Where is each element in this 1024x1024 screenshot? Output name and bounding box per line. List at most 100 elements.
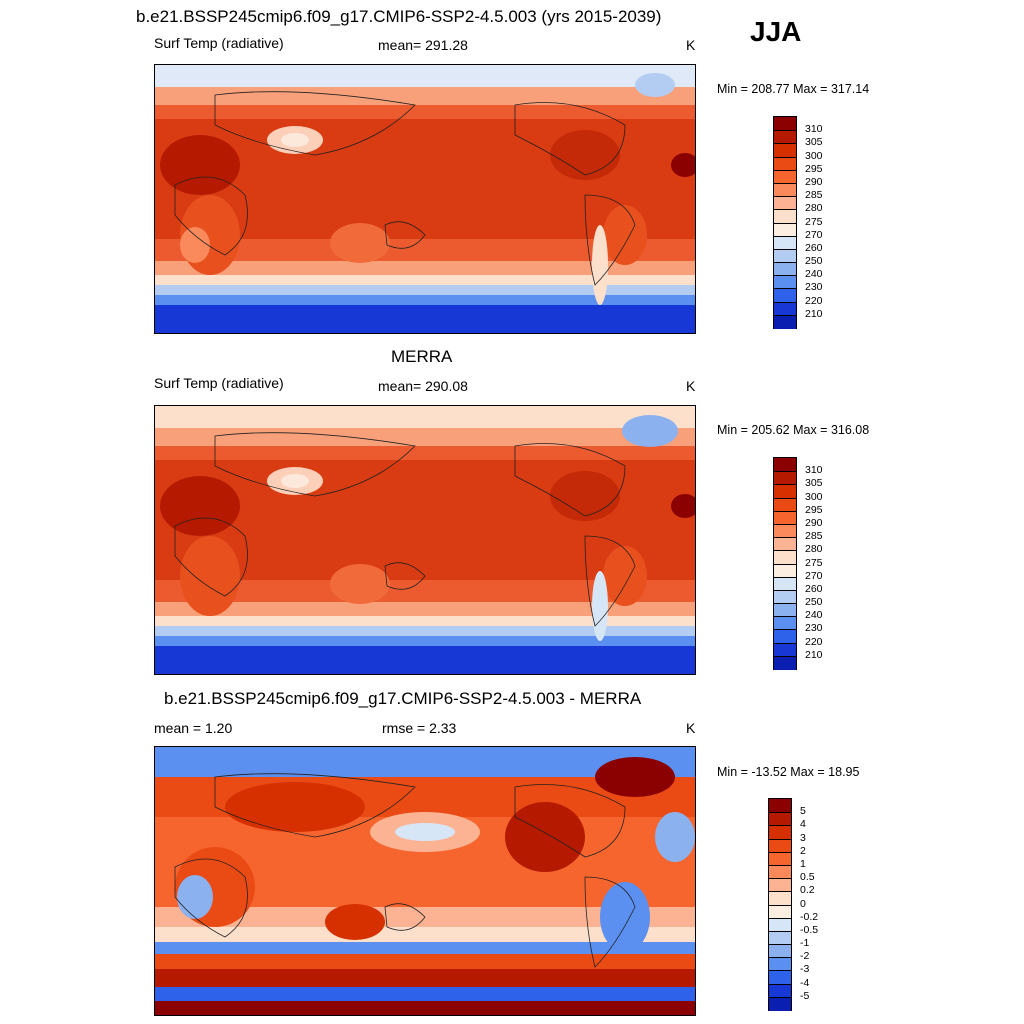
colorbar-swatch [774,143,796,158]
colorbar-divider [774,655,796,657]
colorbar-divider [769,878,791,880]
colorbar-divider [769,825,791,827]
colorbar-tick-label: 305 [805,136,823,149]
colorbar-swatch [774,156,796,171]
colorbar-swatch [774,523,796,538]
colorbar-tick-label: -0.5 [800,923,819,936]
colorbar-swatch [774,262,796,276]
panel3-title: b.e21.BSSP245cmip6.f09_g17.CMIP6-SSP2-4.… [164,689,642,708]
colorbar-tick-label: 300 [805,149,823,162]
colorbar-tick-label: 230 [805,622,823,635]
colorbar-tick-label: -2 [800,950,810,963]
colorbar-tick-label: 275 [805,215,823,228]
panel3-colorbar [768,798,792,1011]
colorbar-swatch [769,799,791,813]
colorbar-swatch [769,917,791,932]
colorbar-divider [774,262,796,264]
colorbar-divider [774,143,796,145]
colorbar-divider [774,576,796,578]
panel3-units-label: K [686,720,696,736]
panel1-units-label: K [686,37,696,53]
colorbar-divider [769,930,791,932]
colorbar-swatch [774,589,796,604]
colorbar-divider [774,589,796,591]
colorbar-divider [769,996,791,998]
panel3-minmax: Min = -13.52 Max = 18.95 [717,765,860,779]
colorbar-tick-label: -5 [800,989,810,1002]
colorbar-divider [769,851,791,853]
colorbar-swatch [769,970,791,985]
colorbar-swatch [774,275,796,289]
colorbar-divider [774,537,796,539]
colorbar-swatch [769,983,791,998]
panel1-minmax: Min = 208.77 Max = 317.14 [717,82,870,96]
colorbar-tick-label: 285 [805,530,823,543]
colorbar-tick-label: 290 [805,516,823,529]
season-label: JJA [750,16,802,47]
colorbar-swatch [774,169,796,184]
colorbar-swatch [769,944,791,958]
colorbar-swatch [769,904,791,919]
colorbar-tick-label: 260 [805,241,823,254]
colorbar-swatch [774,209,796,223]
colorbar-swatch [774,458,796,472]
panel3-mean-label: mean = 1.20 [154,720,233,736]
colorbar-divider [774,471,796,473]
colorbar-swatch [774,248,796,263]
colorbar-divider [774,235,796,237]
colorbar-swatch [769,957,791,971]
colorbar-swatch [774,616,796,630]
colorbar-divider [774,642,796,644]
panel1-title: b.e21.BSSP245cmip6.f09_g17.CMIP6-SSP2-4.… [136,7,662,26]
colorbar-swatch [774,576,796,591]
colorbar-swatch [769,864,791,879]
colorbar-divider [774,603,796,605]
colorbar-divider [769,812,791,814]
colorbar-swatch [769,996,791,1011]
colorbar-divider [774,563,796,565]
colorbar-swatch [774,288,796,303]
colorbar-divider [774,523,796,525]
colorbar-tick-label: 210 [805,648,823,661]
colorbar-swatch [769,825,791,840]
colorbar-swatch [769,930,791,945]
colorbar-divider [774,209,796,211]
colorbar-swatch [774,182,796,197]
colorbar-swatch [774,301,796,316]
panel2-colorbar [773,457,797,670]
colorbar-divider [774,301,796,303]
colorbar-swatch [769,891,791,905]
colorbar-divider [774,196,796,198]
colorbar-swatch [774,471,796,485]
colorbar-swatch [774,629,796,644]
colorbar-tick-label: 295 [805,162,823,175]
colorbar-tick-label: -1 [800,937,810,950]
colorbar-tick-label: 270 [805,569,823,582]
panel3-rmse-label: rmse = 2.33 [382,720,457,736]
colorbar-divider [774,629,796,631]
colorbar-divider [769,957,791,959]
colorbar-tick-label: -3 [800,963,810,976]
colorbar-tick-label: 220 [805,635,823,648]
colorbar-divider [769,917,791,919]
colorbar-divider [769,891,791,893]
panel2-units-label: K [686,378,696,394]
panel2-variable-label: Surf Temp (radiative) [154,375,284,391]
colorbar-tick-label: 260 [805,582,823,595]
colorbar-divider [774,275,796,277]
colorbar-tick-label: 3 [800,831,806,844]
colorbar-divider [769,944,791,946]
colorbar-tick-label: -4 [800,976,810,989]
colorbar-tick-label: 305 [805,477,823,490]
colorbar-swatch [774,497,796,512]
panel1-variable-label: Surf Temp (radiative) [154,35,284,51]
colorbar-tick-label: 5 [800,805,806,818]
colorbar-tick-label: 280 [805,543,823,556]
colorbar-swatch [769,878,791,892]
colorbar-tick-label: 250 [805,255,823,268]
colorbar-tick-label: 0 [800,897,806,910]
colorbar-divider [774,510,796,512]
panel1-mean-label: mean= 291.28 [378,37,468,53]
colorbar-tick-label: 310 [805,123,823,136]
colorbar-tick-label: -0.2 [800,910,819,923]
